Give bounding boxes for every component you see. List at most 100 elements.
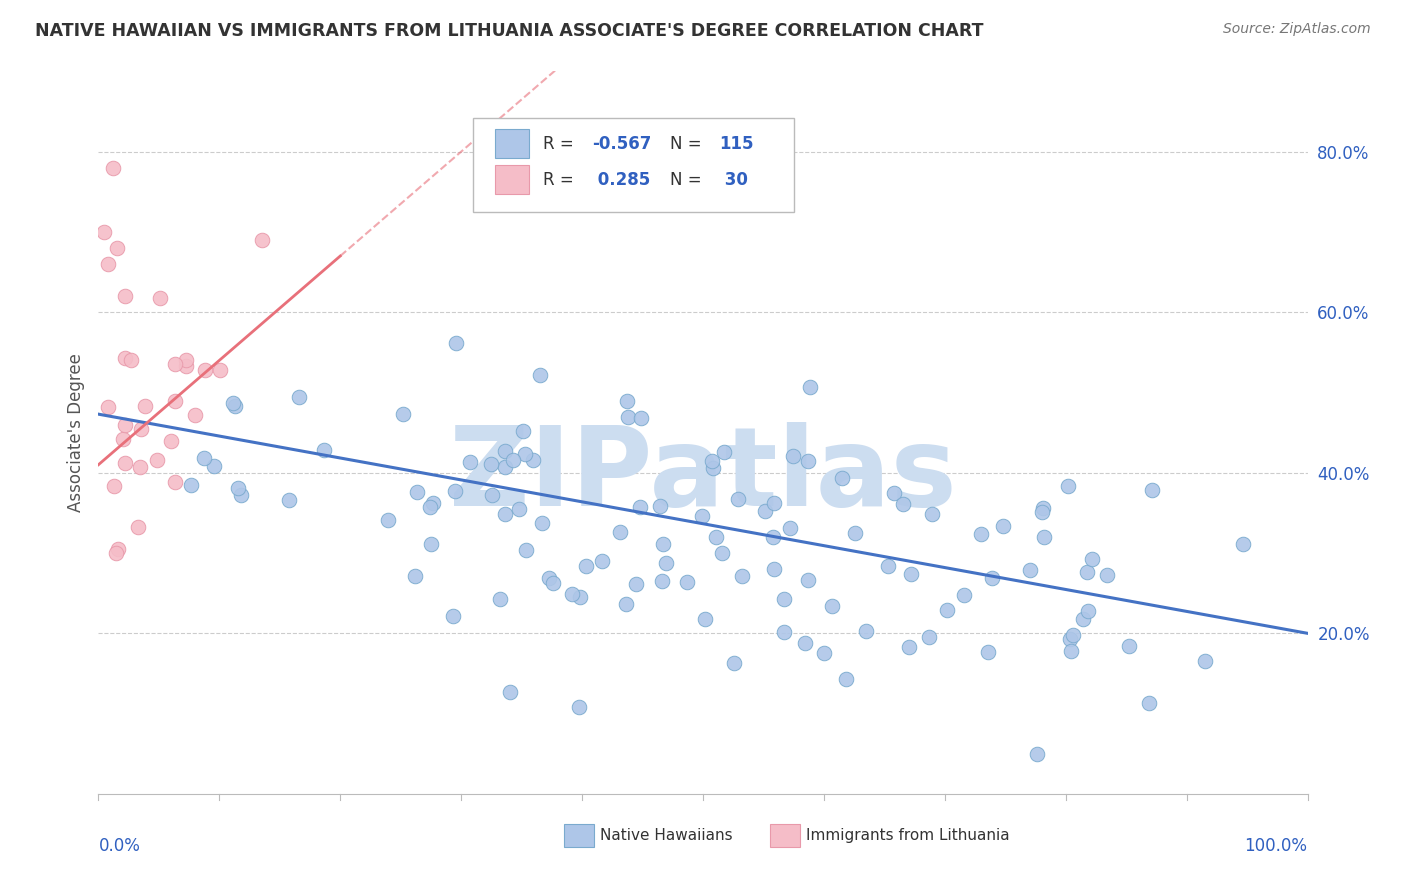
Point: [107, 542, 129, 557]
Point: [419, 537, 441, 551]
Point: [288, 390, 311, 404]
Point: [761, 530, 783, 544]
Point: [835, 672, 858, 686]
Point: [695, 612, 717, 626]
Point: [844, 526, 866, 541]
Point: [713, 445, 735, 459]
Point: [813, 646, 835, 660]
Text: Native Hawaiians: Native Hawaiians: [600, 828, 733, 843]
Point: [127, 520, 149, 534]
Point: [481, 488, 503, 502]
Point: [1059, 632, 1081, 646]
Point: [936, 603, 959, 617]
Point: [101, 161, 124, 175]
Point: [575, 558, 598, 573]
Point: [314, 443, 336, 458]
Point: [441, 608, 464, 623]
Point: [104, 546, 127, 560]
Point: [529, 368, 551, 382]
Point: [404, 569, 426, 583]
Point: [489, 592, 512, 607]
Point: [114, 289, 136, 303]
Point: [494, 459, 516, 474]
Point: [704, 530, 727, 544]
Point: [541, 576, 564, 591]
Point: [515, 447, 537, 461]
Point: [797, 454, 820, 468]
Point: [797, 573, 820, 587]
Point: [655, 556, 678, 570]
Point: [494, 443, 516, 458]
Point: [616, 394, 638, 409]
Point: [405, 484, 427, 499]
Text: 115: 115: [718, 135, 754, 153]
Text: ZIPatlas: ZIPatlas: [449, 423, 957, 530]
Point: [652, 537, 675, 551]
Point: [1060, 644, 1083, 658]
Text: 30: 30: [718, 170, 748, 189]
Point: [222, 396, 245, 410]
Point: [103, 479, 125, 493]
Bar: [495, 129, 529, 158]
Point: [174, 359, 197, 374]
Point: [163, 475, 186, 490]
Point: [1031, 505, 1053, 519]
Point: [891, 497, 914, 511]
Point: [1019, 563, 1042, 577]
Point: [1057, 478, 1080, 492]
Point: [730, 569, 752, 583]
Text: Source: ZipAtlas.com: Source: ZipAtlas.com: [1223, 22, 1371, 37]
Text: R =: R =: [543, 135, 579, 153]
Point: [953, 588, 976, 602]
Point: [226, 481, 249, 495]
Point: [129, 423, 152, 437]
Point: [651, 574, 673, 588]
Point: [193, 451, 215, 466]
Point: [538, 571, 561, 585]
Bar: [769, 823, 800, 847]
Point: [1071, 611, 1094, 625]
Text: R =: R =: [543, 170, 579, 189]
Point: [419, 500, 441, 514]
Point: [134, 399, 156, 413]
Point: [624, 577, 647, 591]
Point: [165, 357, 187, 371]
Point: [194, 363, 217, 377]
Point: [422, 496, 444, 510]
Point: [531, 516, 554, 531]
Point: [980, 571, 1002, 585]
Point: [129, 459, 152, 474]
Text: Immigrants from Lithuania: Immigrants from Lithuania: [806, 828, 1010, 843]
Point: [772, 625, 794, 640]
Point: [1137, 696, 1160, 710]
FancyBboxPatch shape: [474, 119, 793, 212]
Point: [821, 599, 844, 614]
Point: [567, 699, 589, 714]
Point: [727, 492, 749, 507]
Point: [763, 496, 786, 510]
Point: [1076, 566, 1098, 580]
Point: [515, 542, 537, 557]
Point: [799, 379, 821, 393]
Point: [145, 453, 167, 467]
Bar: [564, 823, 595, 847]
Point: [628, 500, 651, 514]
Point: [174, 352, 197, 367]
Point: [512, 425, 534, 439]
Text: 0.285: 0.285: [592, 170, 650, 189]
Point: [114, 456, 136, 470]
Point: [723, 657, 745, 671]
Point: [250, 233, 273, 247]
Point: [568, 590, 591, 604]
Point: [648, 499, 671, 513]
Point: [160, 434, 183, 448]
Point: [782, 449, 804, 463]
Point: [676, 575, 699, 590]
Point: [591, 554, 613, 568]
Point: [202, 458, 225, 473]
Point: [754, 504, 776, 518]
Text: 100.0%: 100.0%: [1244, 838, 1308, 855]
Point: [690, 509, 713, 524]
Point: [208, 363, 231, 377]
Point: [1077, 604, 1099, 618]
